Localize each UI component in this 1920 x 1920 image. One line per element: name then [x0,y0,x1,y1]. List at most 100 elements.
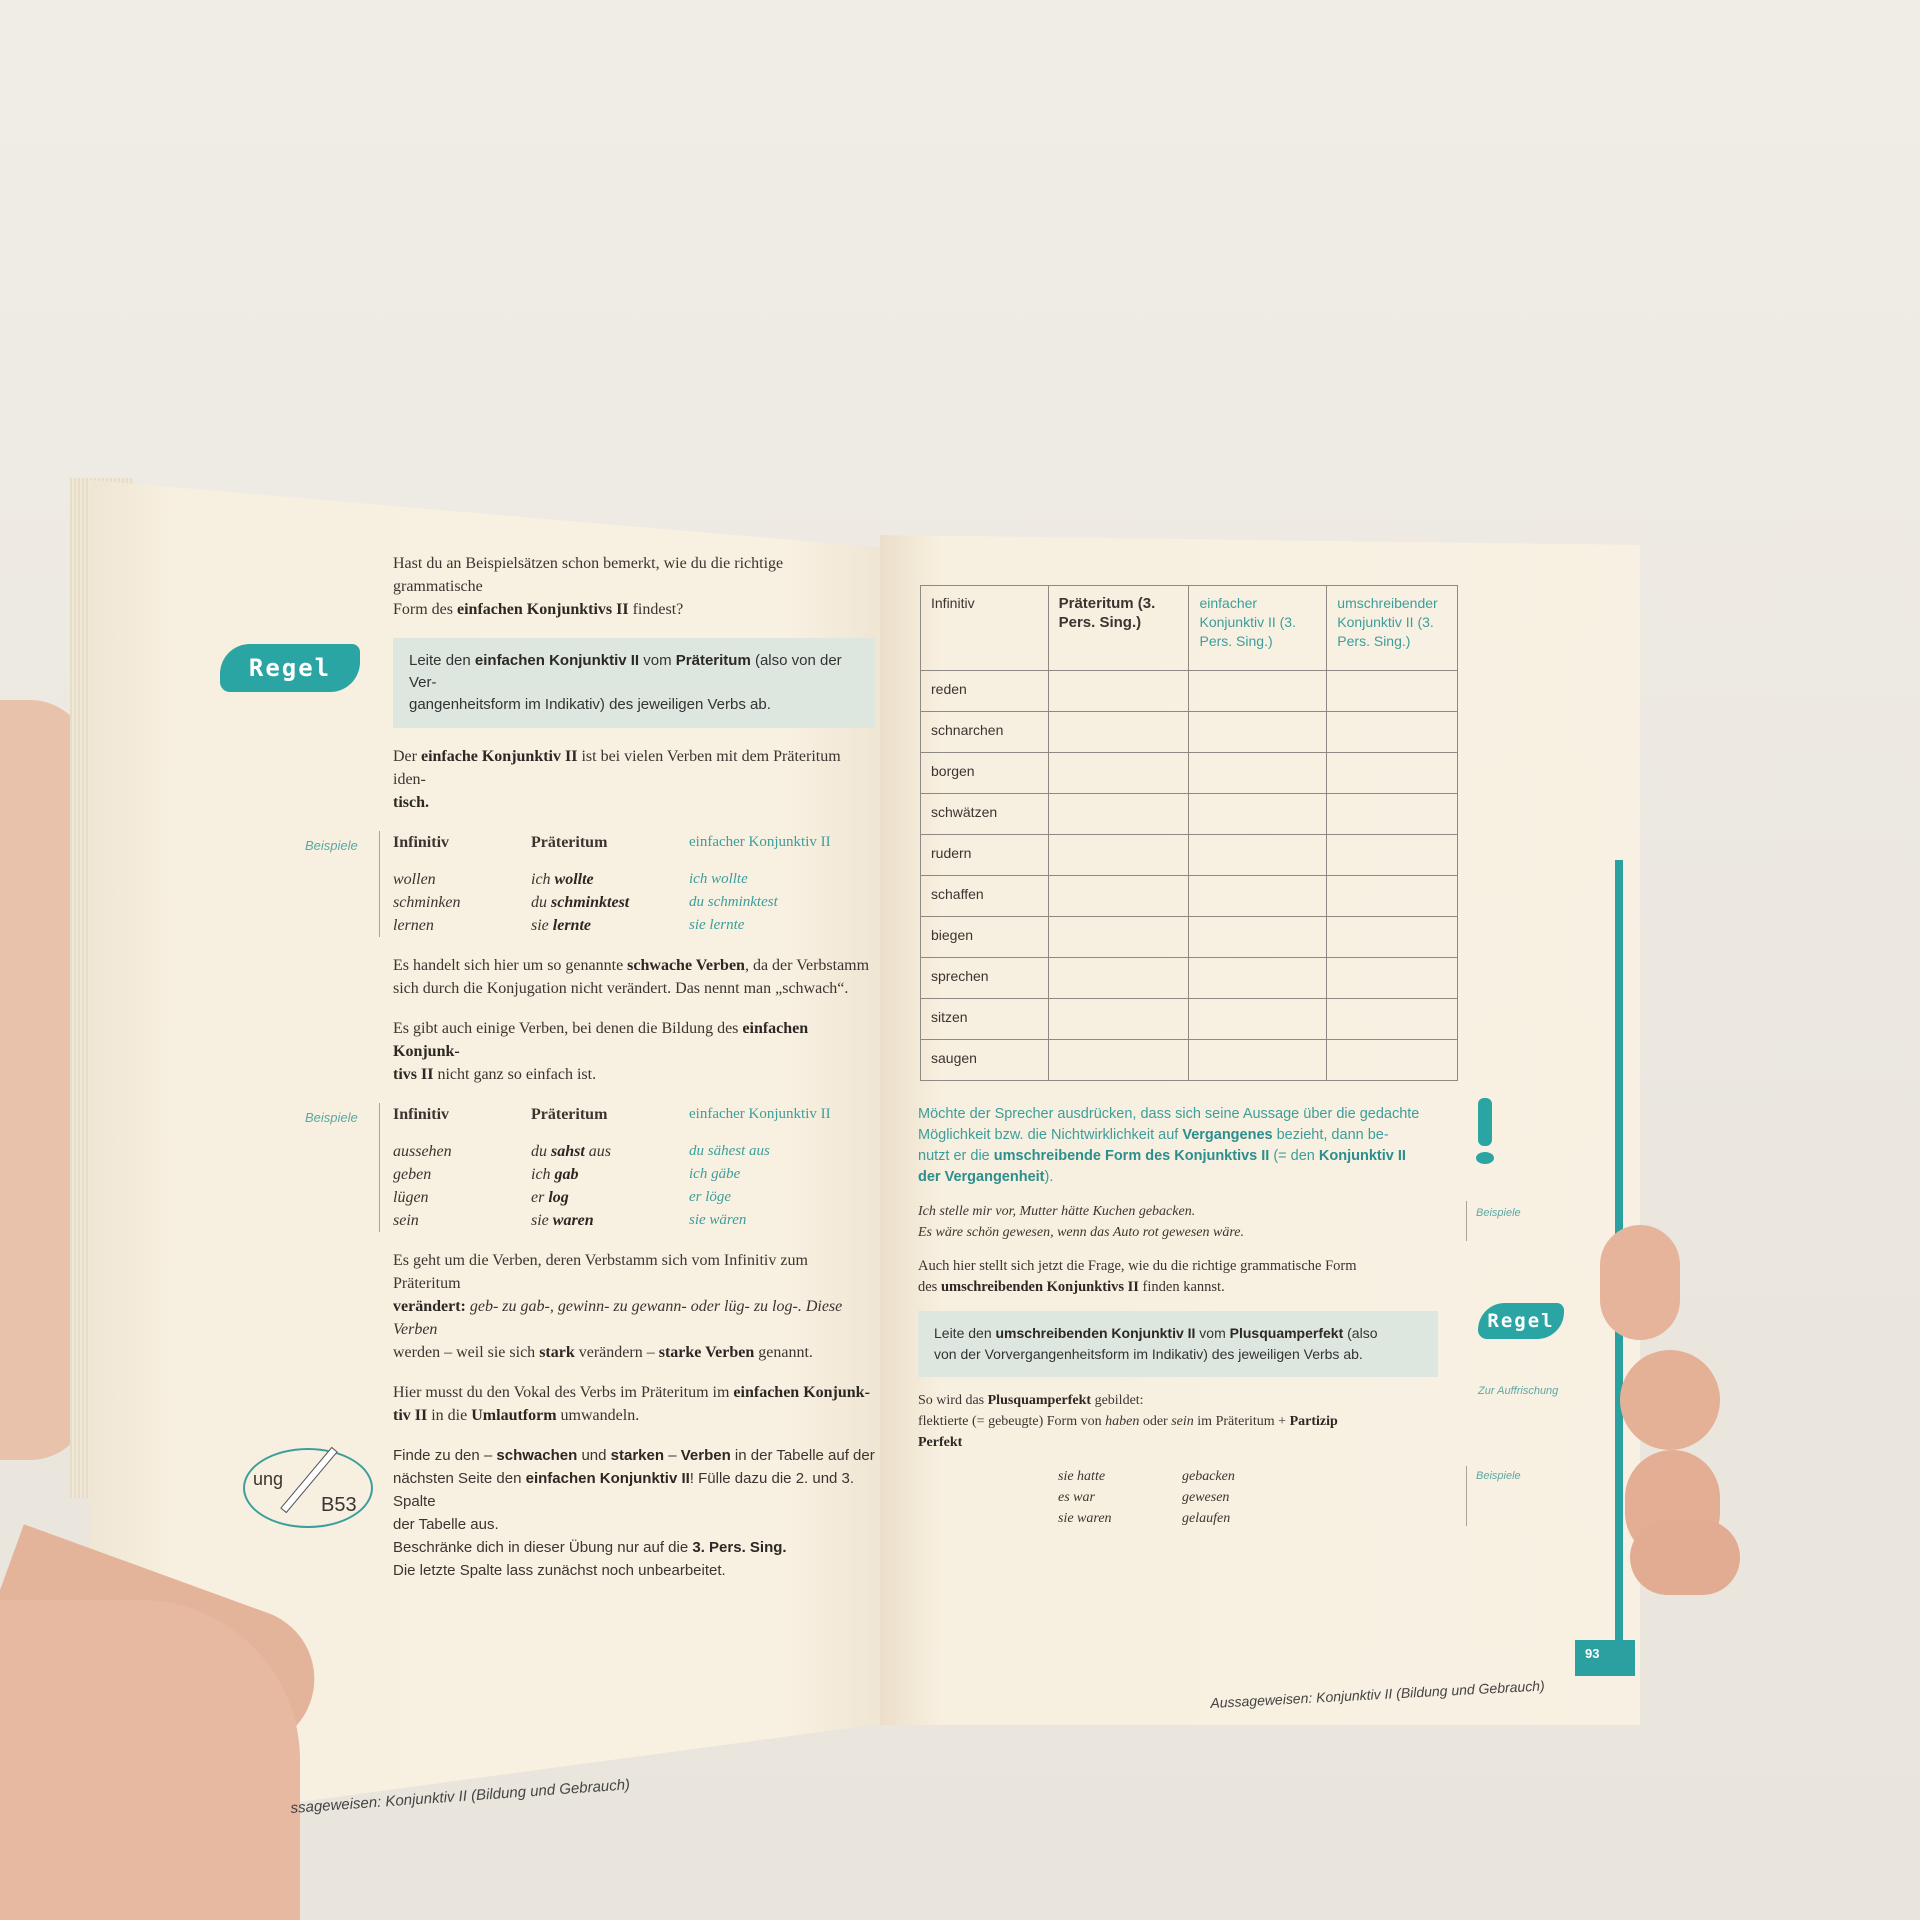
verb-cell: biegen [920,916,1049,958]
verb-cell: reden [920,670,1049,712]
exercise-code: B53 [321,1494,357,1516]
answer-cell[interactable] [1047,875,1190,917]
table-row: sprechen [920,957,1458,999]
examples-divider [379,831,380,937]
col-infinitiv: Infinitiv [920,585,1049,671]
answer-cell[interactable] [1326,1039,1458,1081]
weak-verbs-text: Es handelt sich hier um so genannte schw… [393,957,870,997]
answer-cell[interactable] [1047,916,1190,958]
examples-divider [379,1103,380,1232]
right-page-content: Infinitiv Präteritum (3. Pers. Sing.) ei… [918,585,1564,1529]
answer-cell[interactable] [1047,793,1190,835]
answer-cell[interactable] [1326,793,1458,835]
auxiliary: sie waren [1058,1511,1112,1526]
answer-cell[interactable] [1188,793,1328,835]
example-infinitive: aussehen [393,1143,452,1160]
table-row: saugen [920,1039,1458,1081]
answer-cell[interactable] [1326,711,1458,753]
verb-cell: sprechen [920,957,1049,999]
answer-cell[interactable] [1188,834,1328,876]
examples-divider [1466,1201,1467,1241]
formation-text: So wird das Plusquamperfekt gebildet: fle… [918,1393,1338,1450]
auxiliary: es war [1058,1490,1095,1505]
auxiliary: sie hatte [1058,1469,1106,1484]
answer-cell[interactable] [1047,834,1190,876]
verb-cell: sitzen [920,998,1049,1040]
table-row: reden [920,670,1458,712]
right-finger [1620,1350,1720,1450]
header-praeteritum: Präteritum [531,834,608,851]
answer-cell[interactable] [1047,711,1190,753]
answer-cell[interactable] [1326,875,1458,917]
some-verbs-text: Es gibt auch einige Verben, bei denen di… [393,1020,809,1083]
example-konjunktiv: er löge [689,1189,732,1205]
example-konjunktiv: ich gäbe [689,1166,741,1182]
answer-cell[interactable] [1047,752,1190,794]
table-row: borgen [920,752,1458,794]
examples-label: Beispiele [1476,1207,1521,1219]
exclamation-dot [1476,1152,1494,1164]
example-infinitive: schminken [393,894,461,911]
table-row: rudern [920,834,1458,876]
verb-cell: rudern [920,834,1049,876]
answer-cell[interactable] [1188,957,1328,999]
left-hand [0,1600,300,1920]
col-umschreibender: umschreibender Konjunktiv II (3. Pers. S… [1326,585,1458,671]
answer-cell[interactable] [1047,957,1190,999]
exercise-badge: ung B53 [243,1446,373,1528]
answer-cell[interactable] [1326,752,1458,794]
answer-cell[interactable] [1188,752,1328,794]
example-konjunktiv: sie wären [689,1212,747,1228]
header-infinitiv: Infinitiv [393,1106,450,1123]
examples-label: Beispiele [305,1110,358,1125]
example-praeteritum: ich gab [531,1166,579,1183]
answer-cell[interactable] [1188,711,1328,753]
exclamation-icon [1478,1098,1492,1146]
example-infinitive: wollen [393,871,436,888]
example-konjunktiv: du sähest aus [689,1143,770,1159]
exercise-task: ung B53 Finde zu den – schwachen und sta… [243,1444,875,1582]
note-text: Möchte der Sprecher ausdrücken, dass sic… [918,1098,1494,1188]
example-praeteritum: du schminktest [531,894,630,911]
examples-2: Beispiele Infinitiv Präteritum einfacher… [305,1103,875,1232]
answer-cell[interactable] [1047,1039,1190,1081]
example-praeteritum: du sahst aus [531,1143,612,1160]
page-number: 93 [1575,1640,1635,1676]
verb-table: Infinitiv Präteritum (3. Pers. Sing.) ei… [920,585,1458,1081]
col-praeteritum: Präteritum (3. Pers. Sing.) [1047,585,1190,671]
answer-cell[interactable] [1326,834,1458,876]
regel-badge: Regel [220,644,360,692]
header-infinitiv: Infinitiv [393,834,450,851]
table-row: biegen [920,916,1458,958]
answer-cell[interactable] [1047,670,1190,712]
participle: gelaufen [1182,1511,1231,1526]
answer-cell[interactable] [1188,670,1328,712]
answer-cell[interactable] [1188,1039,1328,1081]
answer-cell[interactable] [1188,998,1328,1040]
answer-cell[interactable] [1326,957,1458,999]
col-einfacher: einfacher Konjunktiv II (3. Pers. Sing.) [1188,585,1328,671]
header-konjunktiv: einfacher Konjunktiv II [689,834,831,850]
answer-cell[interactable] [1047,998,1190,1040]
verb-cell: schnarchen [920,711,1049,753]
answer-cell[interactable] [1326,670,1458,712]
table-row: sitzen [920,998,1458,1040]
example-infinitive: sein [393,1212,419,1229]
answer-cell[interactable] [1326,998,1458,1040]
regel-badge: Regel [1478,1303,1564,1339]
rule-box: Leite den einfachen Konjunktiv II vom Pr… [393,638,875,728]
example-konjunktiv: ich wollte [689,871,748,887]
verb-cell: schaffen [920,875,1049,917]
answer-cell[interactable] [1188,916,1328,958]
identical-text: Der einfache Konjunktiv II ist bei viele… [393,748,841,811]
answer-cell[interactable] [1326,916,1458,958]
answer-cell[interactable] [1188,875,1328,917]
example-infinitive: lernen [393,917,434,934]
left-page-content: Hast du an Beispielsätzen schon bemerkt,… [220,552,875,1582]
example-infinitive: geben [393,1166,432,1183]
header-konjunktiv: einfacher Konjunktiv II [689,1106,831,1122]
examples-label: Beispiele [1476,1470,1521,1482]
right-finger [1600,1225,1680,1340]
example-praeteritum: ich wollte [531,871,594,888]
example-konjunktiv: sie lernte [689,917,745,933]
